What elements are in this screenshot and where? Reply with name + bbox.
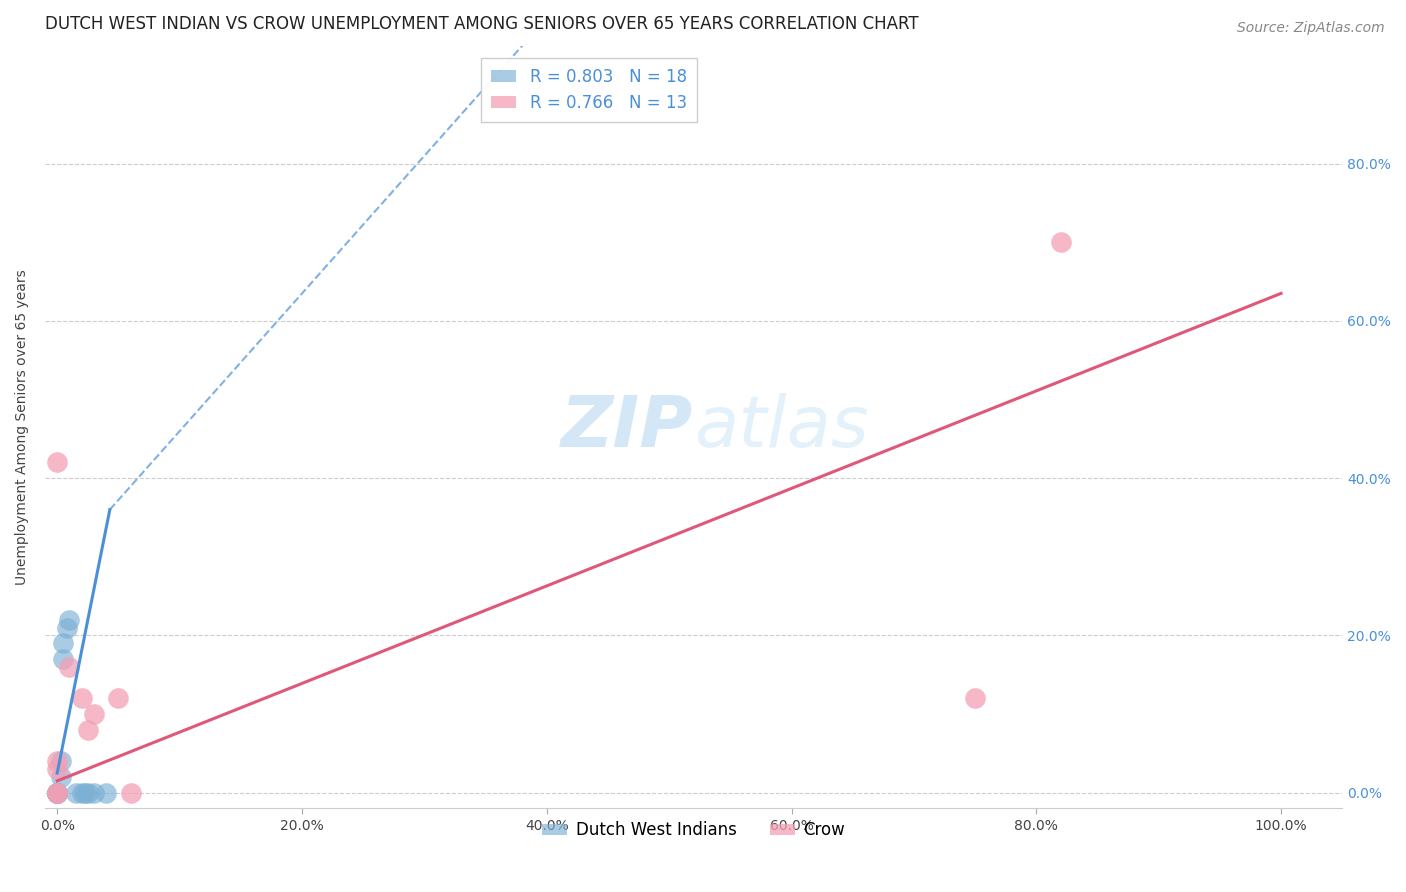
- Point: [76, 723, 98, 737]
- Point: [52, 636, 75, 650]
- Point: [46, 786, 69, 800]
- Point: [46, 455, 69, 469]
- Point: [965, 691, 987, 706]
- Text: ZIP: ZIP: [561, 392, 693, 461]
- Point: [46, 786, 69, 800]
- Point: [49, 754, 72, 768]
- Point: [46, 754, 69, 768]
- Point: [46, 786, 69, 800]
- Point: [76, 786, 98, 800]
- Point: [83, 786, 105, 800]
- Point: [83, 707, 105, 722]
- Point: [70, 786, 93, 800]
- Text: DUTCH WEST INDIAN VS CROW UNEMPLOYMENT AMONG SENIORS OVER 65 YEARS CORRELATION C: DUTCH WEST INDIAN VS CROW UNEMPLOYMENT A…: [45, 15, 918, 33]
- Point: [58, 660, 80, 674]
- Point: [46, 762, 69, 776]
- Point: [46, 786, 69, 800]
- Point: [46, 786, 69, 800]
- Point: [46, 786, 69, 800]
- Text: atlas: atlas: [693, 392, 869, 461]
- Point: [56, 621, 79, 635]
- Point: [70, 691, 93, 706]
- Point: [1049, 235, 1071, 250]
- Point: [52, 652, 75, 666]
- Point: [96, 786, 118, 800]
- Point: [46, 786, 69, 800]
- Point: [49, 770, 72, 784]
- Point: [75, 786, 97, 800]
- Point: [58, 613, 80, 627]
- Point: [120, 786, 142, 800]
- Point: [65, 786, 87, 800]
- Point: [46, 786, 69, 800]
- Point: [107, 691, 129, 706]
- Y-axis label: Unemployment Among Seniors over 65 years: Unemployment Among Seniors over 65 years: [15, 269, 30, 585]
- Legend: Dutch West Indians, Crow: Dutch West Indians, Crow: [536, 814, 852, 846]
- Text: Source: ZipAtlas.com: Source: ZipAtlas.com: [1237, 21, 1385, 35]
